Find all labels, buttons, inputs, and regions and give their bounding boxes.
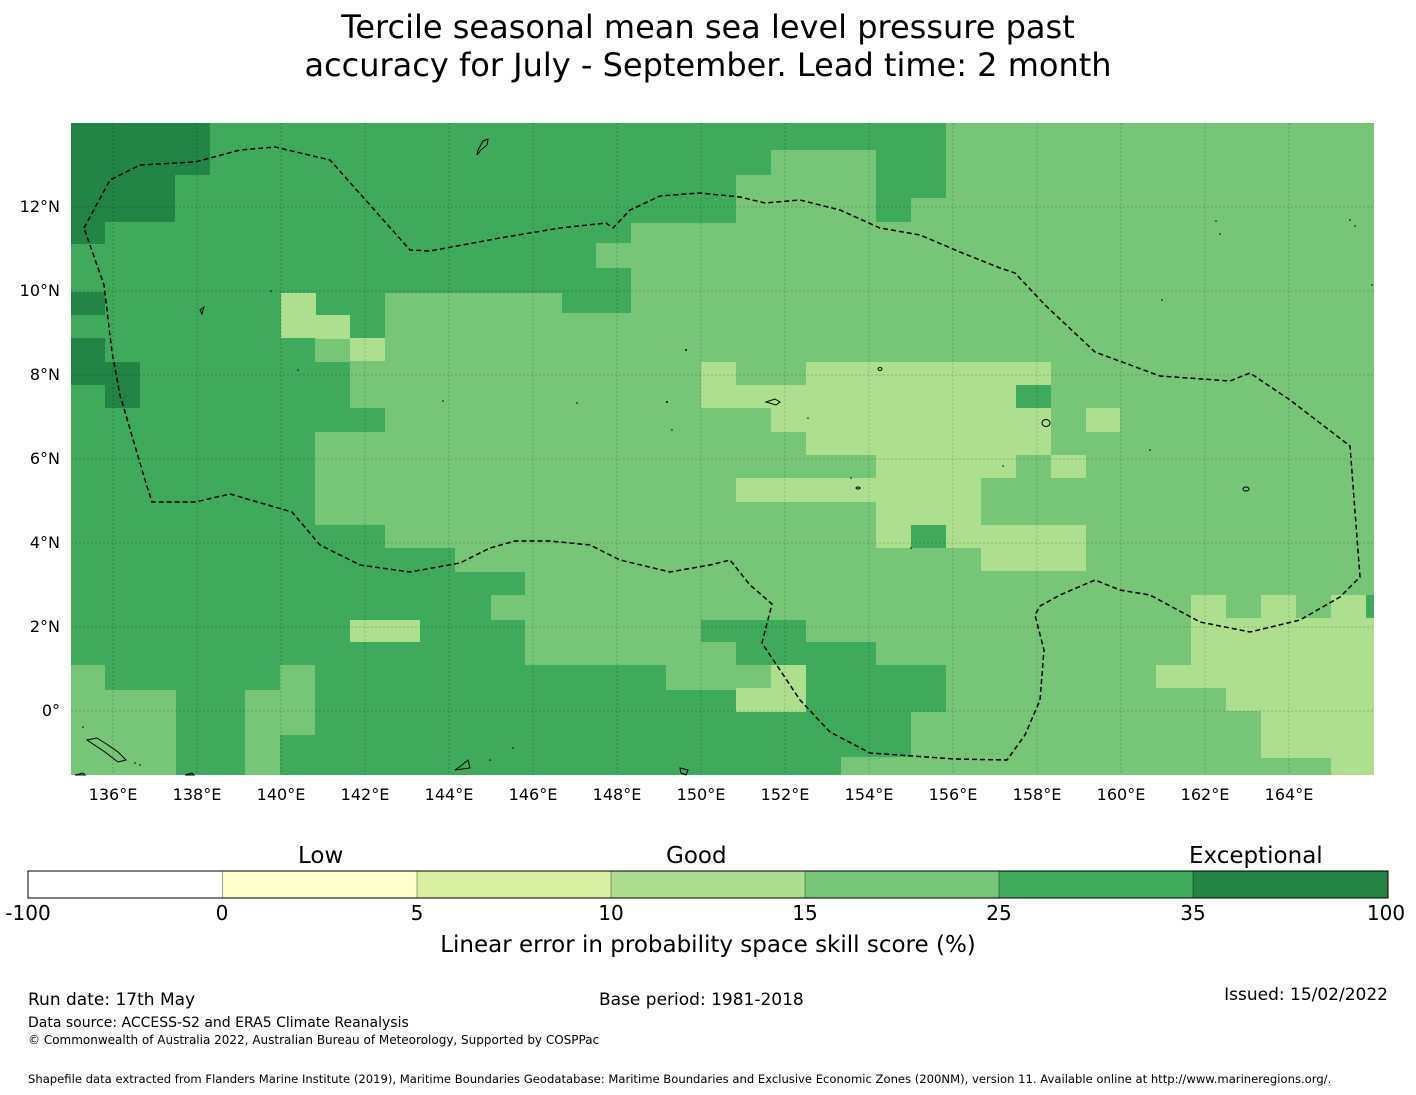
lon-label: 142°E bbox=[340, 785, 390, 804]
lat-label: 2°N bbox=[29, 617, 60, 636]
lon-label: 136°E bbox=[88, 785, 138, 804]
colorbar bbox=[27, 870, 1389, 899]
map-title-line-1: Tercile seasonal mean sea level pressure… bbox=[341, 8, 1075, 46]
colorbar-tick: -100 bbox=[5, 901, 51, 925]
base-period: Base period: 1981-2018 bbox=[599, 990, 804, 1010]
field-region-low-good bbox=[350, 620, 420, 642]
colorbar-segment-5 bbox=[805, 871, 999, 898]
map-gridlines bbox=[71, 123, 1374, 775]
lon-label: 162°E bbox=[1180, 785, 1230, 804]
island-outlines bbox=[74, 138, 1250, 776]
colorbar-tick: 5 bbox=[410, 901, 424, 925]
field-region-good-center bbox=[315, 223, 1374, 775]
colorbar-segment-6 bbox=[999, 871, 1193, 898]
lon-label: 152°E bbox=[760, 785, 810, 804]
colorbar-tick: 25 bbox=[986, 901, 1012, 925]
lat-label: 4°N bbox=[29, 533, 60, 552]
colorbar-tick: 15 bbox=[792, 901, 818, 925]
lon-label: 154°E bbox=[844, 785, 894, 804]
lat-label: 10°N bbox=[19, 281, 60, 300]
colorbar-tick: 100 bbox=[1366, 901, 1406, 925]
lat-label: 0° bbox=[41, 701, 60, 720]
legend-category-low: Low bbox=[298, 843, 344, 869]
eez-boundary bbox=[83, 146, 1361, 761]
field-region-good-plus-patches bbox=[876, 123, 1051, 548]
lon-label: 156°E bbox=[928, 785, 978, 804]
field-region-good-in-west bbox=[71, 150, 911, 775]
lon-label: 146°E bbox=[508, 785, 558, 804]
lat-label: 6°N bbox=[29, 449, 60, 468]
colorbar-segment-3 bbox=[417, 871, 611, 898]
legend-category-exceptional: Exceptional bbox=[1189, 843, 1323, 869]
skill-field bbox=[71, 123, 1374, 775]
colorbar-segment-7 bbox=[1193, 871, 1388, 898]
copyright: © Commonwealth of Australia 2022, Austra… bbox=[28, 1033, 600, 1047]
data-source: Data source: ACCESS-S2 and ERA5 Climate … bbox=[28, 1015, 409, 1031]
lon-label: 160°E bbox=[1096, 785, 1146, 804]
colorbar-label: Linear error in probability space skill … bbox=[440, 932, 976, 958]
lat-label: 8°N bbox=[29, 365, 60, 384]
lat-label: 12°N bbox=[19, 197, 60, 216]
lon-label: 148°E bbox=[592, 785, 642, 804]
lon-label: 158°E bbox=[1012, 785, 1062, 804]
issued-date: Issued: 15/02/2022 bbox=[1224, 985, 1388, 1005]
shapefile-credit: Shapefile data extracted from Flanders M… bbox=[28, 1072, 1332, 1086]
lon-label: 140°E bbox=[256, 785, 306, 804]
lon-label: 164°E bbox=[1264, 785, 1314, 804]
colorbar-segment-4 bbox=[611, 871, 805, 898]
colorbar-tick: 35 bbox=[1180, 901, 1206, 925]
colorbar-segment-2 bbox=[222, 871, 417, 898]
lon-label: 138°E bbox=[172, 785, 222, 804]
map-title-line-2: accuracy for July - September. Lead time… bbox=[304, 46, 1112, 84]
field-region-low-good-center bbox=[281, 293, 1374, 775]
run-date: Run date: 17th May bbox=[28, 990, 196, 1010]
lon-label: 150°E bbox=[676, 785, 726, 804]
colorbar-tick: 10 bbox=[598, 901, 624, 925]
island-dots bbox=[82, 219, 1373, 766]
colorbar-tick: 0 bbox=[215, 901, 229, 925]
colorbar-segment-1 bbox=[28, 871, 223, 898]
field-region-exceptional bbox=[71, 123, 210, 408]
lon-label: 144°E bbox=[424, 785, 474, 804]
legend-category-good: Good bbox=[666, 843, 727, 869]
